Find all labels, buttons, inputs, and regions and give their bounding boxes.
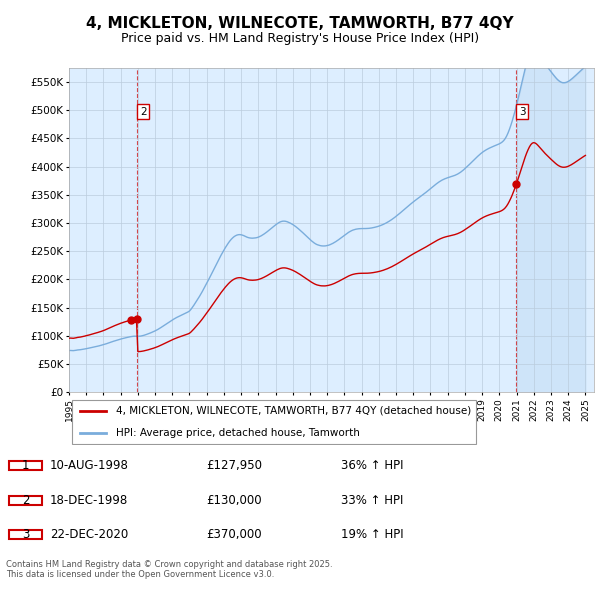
Text: 22-DEC-2020: 22-DEC-2020 bbox=[50, 528, 128, 541]
Text: Price paid vs. HM Land Registry's House Price Index (HPI): Price paid vs. HM Land Registry's House … bbox=[121, 32, 479, 45]
FancyBboxPatch shape bbox=[9, 461, 42, 470]
FancyBboxPatch shape bbox=[71, 400, 476, 444]
Text: 2: 2 bbox=[140, 107, 146, 117]
Text: 2: 2 bbox=[22, 493, 29, 507]
Text: 19% ↑ HPI: 19% ↑ HPI bbox=[341, 528, 404, 541]
Text: HPI: Average price, detached house, Tamworth: HPI: Average price, detached house, Tamw… bbox=[116, 428, 360, 438]
Text: £130,000: £130,000 bbox=[206, 493, 262, 507]
Text: 3: 3 bbox=[22, 528, 29, 541]
Text: 10-AUG-1998: 10-AUG-1998 bbox=[50, 459, 129, 472]
Text: 36% ↑ HPI: 36% ↑ HPI bbox=[341, 459, 404, 472]
FancyBboxPatch shape bbox=[9, 496, 42, 504]
Text: £370,000: £370,000 bbox=[206, 528, 262, 541]
Text: 3: 3 bbox=[518, 107, 526, 117]
Text: 4, MICKLETON, WILNECOTE, TAMWORTH, B77 4QY (detached house): 4, MICKLETON, WILNECOTE, TAMWORTH, B77 4… bbox=[116, 406, 472, 416]
Text: 18-DEC-1998: 18-DEC-1998 bbox=[50, 493, 128, 507]
FancyBboxPatch shape bbox=[9, 530, 42, 539]
Text: 4, MICKLETON, WILNECOTE, TAMWORTH, B77 4QY: 4, MICKLETON, WILNECOTE, TAMWORTH, B77 4… bbox=[86, 16, 514, 31]
Text: 1: 1 bbox=[22, 459, 29, 472]
Text: £127,950: £127,950 bbox=[206, 459, 262, 472]
Text: Contains HM Land Registry data © Crown copyright and database right 2025.
This d: Contains HM Land Registry data © Crown c… bbox=[6, 560, 332, 579]
Text: 33% ↑ HPI: 33% ↑ HPI bbox=[341, 493, 404, 507]
